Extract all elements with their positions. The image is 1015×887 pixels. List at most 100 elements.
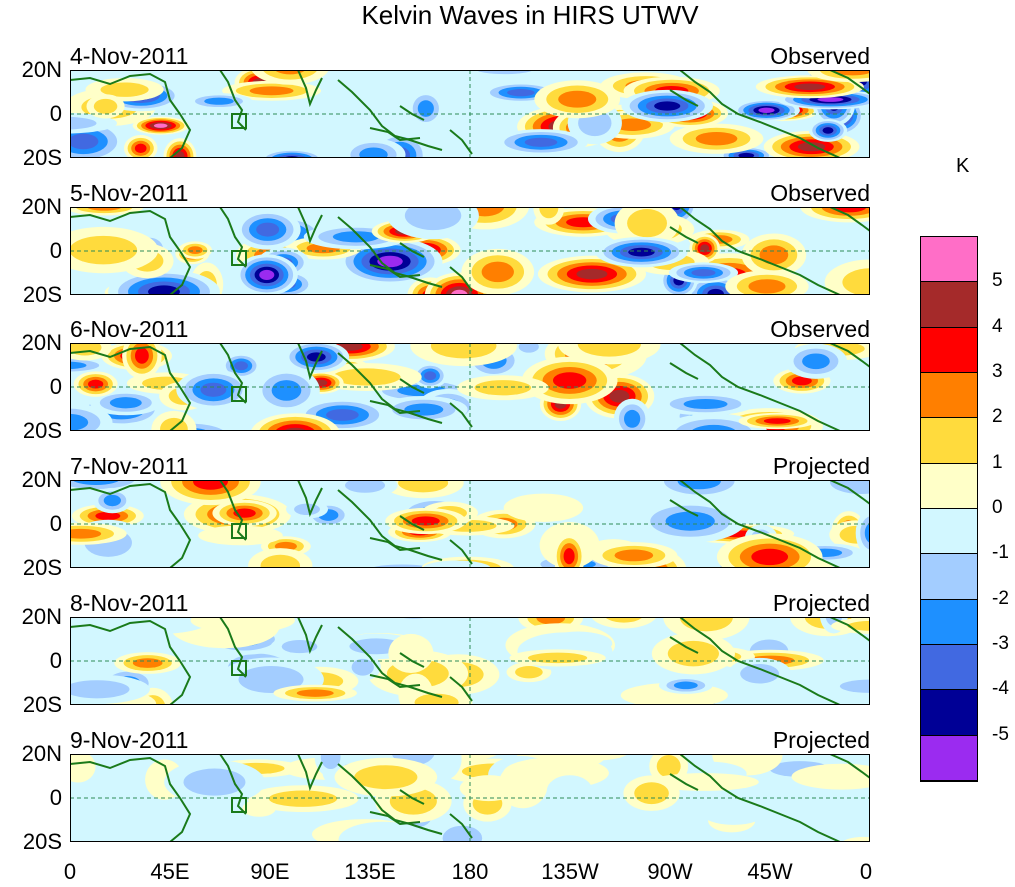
colorbar-swatch [921, 735, 977, 781]
lat-label: 20N [21, 57, 62, 82]
region-box [231, 250, 247, 266]
coastline [449, 129, 473, 155]
coastline [829, 70, 870, 95]
coastline [70, 756, 192, 842]
panel-frame [70, 480, 870, 568]
colorbar-swatch [921, 599, 977, 645]
coastline [829, 207, 870, 232]
lat-label: 0 [49, 374, 62, 399]
coastline [297, 754, 323, 792]
coastline [297, 617, 323, 655]
coastline [669, 89, 699, 107]
colorbar-swatch [921, 554, 977, 600]
anomaly-map [70, 207, 870, 295]
colorbar-label: -1 [992, 542, 1009, 564]
coastline [669, 773, 699, 791]
panel-date: 9-Nov-2011 [70, 727, 189, 753]
coastline [449, 813, 473, 839]
panel-date: 8-Nov-2011 [70, 590, 189, 616]
lon-label-45e: 45E [150, 859, 190, 884]
map-panel: 9-Nov-2011 Projected 20N 0 20S [22, 727, 870, 854]
coastline [669, 362, 699, 380]
colorbar [920, 236, 978, 782]
coastline [369, 400, 421, 415]
lat-label: 20S [22, 692, 62, 717]
lat-label: 0 [49, 238, 62, 263]
region-box [231, 797, 247, 813]
coastline [369, 264, 421, 279]
panel-date: 4-Nov-2011 [70, 43, 189, 69]
coastline [669, 226, 699, 244]
lat-label: 20S [22, 282, 62, 307]
coastline [829, 480, 870, 505]
panel-date: 5-Nov-2011 [70, 180, 189, 206]
anomaly-map [70, 754, 870, 842]
coastline [679, 617, 841, 705]
colorbar-swatch [921, 282, 977, 328]
map-panel: 4-Nov-2011 Observed 20N 0 20S [22, 43, 870, 170]
lat-label: 20N [21, 467, 62, 492]
lat-label: 0 [49, 101, 62, 126]
coastline [337, 489, 443, 561]
map-panel: 5-Nov-2011 Observed 20N 0 20S [22, 180, 870, 307]
panel-kind: Projected [772, 453, 870, 479]
colorbar-units: K [956, 155, 970, 177]
coastline [369, 127, 421, 142]
panel-kind: Observed [770, 180, 870, 206]
coastline [369, 537, 421, 552]
colorbar-swatch [921, 463, 977, 509]
colorbar-swatch [921, 690, 977, 736]
panel-kind: Projected [772, 727, 870, 753]
lat-label: 20S [22, 555, 62, 580]
lat-label: 0 [49, 648, 62, 673]
lon-label-90e: 90E [250, 859, 290, 884]
coastline [70, 619, 192, 705]
region-box [231, 113, 247, 129]
coastline [829, 754, 870, 779]
coastline [219, 754, 247, 815]
anomaly-map [70, 480, 870, 568]
coastline [399, 515, 425, 531]
coastline [219, 70, 247, 131]
chart-title: Kelvin Waves in HIRS UTWV [361, 0, 699, 30]
panel-kind: Observed [770, 43, 870, 69]
coastline [669, 636, 699, 654]
colorbar-swatch [921, 644, 977, 691]
panel-frame [70, 617, 870, 705]
coastline [679, 207, 841, 295]
colorbar-label: -3 [992, 632, 1009, 654]
coastline [219, 207, 247, 268]
lat-label: 20N [21, 330, 62, 355]
region-box [231, 386, 247, 402]
colorbar-label: 4 [992, 315, 1003, 337]
coastline [219, 343, 247, 404]
colorbar-label: 3 [992, 360, 1003, 382]
colorbar-label: -5 [992, 723, 1009, 745]
coastline [399, 652, 425, 668]
lat-label: 20S [22, 418, 62, 443]
panel-date: 6-Nov-2011 [70, 316, 189, 342]
colorbar-swatch [921, 418, 977, 464]
lat-label: 20N [21, 741, 62, 766]
colorbar-label: 1 [992, 451, 1003, 473]
coastline [297, 70, 323, 108]
coastline [449, 266, 473, 292]
panel-frame [70, 207, 870, 295]
region-box [231, 660, 247, 676]
map-panel: 6-Nov-2011 Observed 20N 0 20S [22, 316, 870, 443]
lon-label-360: 0 [859, 859, 873, 884]
lat-label: 0 [49, 511, 62, 536]
coastline [829, 617, 870, 642]
lon-label-135w: 135W [541, 859, 599, 884]
colorbar-label: -2 [992, 587, 1009, 609]
colorbar-swatch [921, 237, 977, 283]
coastline [337, 626, 443, 698]
coastline [297, 343, 323, 381]
map-panel: 8-Nov-2011 Projected 20N 0 20S [22, 590, 870, 717]
coastline [219, 617, 247, 678]
panel-kind: Observed [770, 316, 870, 342]
panel-frame [70, 343, 870, 431]
colorbar-label: -4 [992, 678, 1009, 700]
coastline [297, 207, 323, 245]
coastline [369, 811, 421, 826]
